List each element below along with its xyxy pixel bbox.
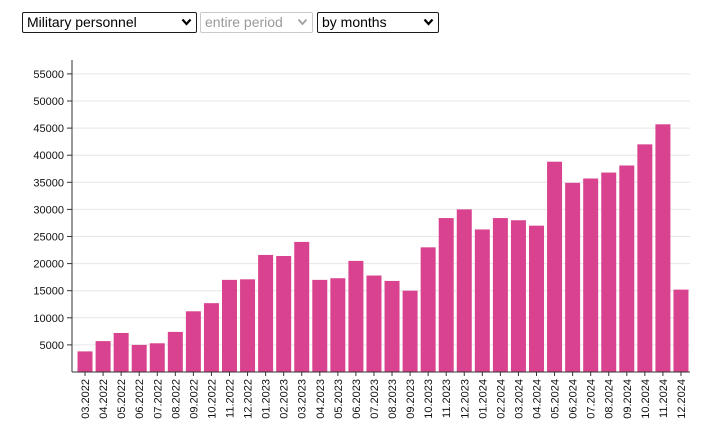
x-tick-label: 05.2024 xyxy=(550,379,562,419)
bar-10.2024[interactable] xyxy=(637,144,653,372)
y-tick-label: 55000 xyxy=(33,69,64,81)
chevron-down-icon xyxy=(297,18,308,26)
y-tick-label: 30000 xyxy=(33,204,64,216)
bar-07.2023[interactable] xyxy=(366,275,382,372)
y-tick-label: 35000 xyxy=(33,177,64,189)
bar-07.2022[interactable] xyxy=(149,343,165,372)
y-tick-label: 25000 xyxy=(33,232,64,244)
x-tick-label: 09.2024 xyxy=(622,379,634,419)
y-tick-label: 10000 xyxy=(33,313,64,325)
bar-04.2024[interactable] xyxy=(529,225,544,372)
x-tick-label: 10.2022 xyxy=(206,379,218,419)
bar-02.2024[interactable] xyxy=(492,218,508,372)
bar-08.2022[interactable] xyxy=(167,331,183,372)
grouping-select-value: by months xyxy=(322,14,387,30)
x-tick-label: 06.2022 xyxy=(134,379,146,419)
x-tick-label: 06.2024 xyxy=(568,379,580,419)
x-tick-label: 03.2024 xyxy=(513,379,525,419)
x-tick-label: 05.2022 xyxy=(116,379,128,419)
x-tick-label: 11.2022 xyxy=(225,379,237,418)
x-tick-label: 07.2023 xyxy=(369,379,381,419)
y-tick-label: 15000 xyxy=(33,286,64,298)
x-tick-label: 07.2022 xyxy=(152,379,164,419)
bar-11.2022[interactable] xyxy=(222,279,237,372)
bar-12.2024[interactable] xyxy=(673,289,689,372)
bar-06.2024[interactable] xyxy=(565,182,581,372)
bar-10.2023[interactable] xyxy=(420,247,436,372)
x-tick-label: 12.2023 xyxy=(459,379,471,419)
x-tick-label: 10.2023 xyxy=(423,379,435,419)
x-tick-label: 07.2024 xyxy=(586,379,598,419)
bar-05.2022[interactable] xyxy=(113,332,129,372)
bar-08.2023[interactable] xyxy=(384,280,400,372)
x-tick-label: 09.2022 xyxy=(188,379,200,419)
x-tick-label: 10.2024 xyxy=(640,379,652,419)
bar-05.2023[interactable] xyxy=(330,278,346,372)
bar-01.2023[interactable] xyxy=(258,254,274,372)
bar-06.2023[interactable] xyxy=(348,260,364,372)
y-tick-label: 50000 xyxy=(33,96,64,108)
x-tick-label: 05.2023 xyxy=(333,379,345,419)
x-tick-label: 01.2023 xyxy=(261,379,273,419)
x-tick-label: 01.2024 xyxy=(477,379,489,419)
axes: 5000 10000 15000 20000 25000 30000 35000 40000 4… xyxy=(33,60,690,419)
bar-12.2022[interactable] xyxy=(240,279,256,372)
bar-09.2022[interactable] xyxy=(185,311,201,372)
y-tick-label: 5000 xyxy=(40,340,64,352)
bar-09.2023[interactable] xyxy=(402,290,418,372)
x-tick-label: 12.2024 xyxy=(676,379,688,419)
bar-11.2024[interactable] xyxy=(655,124,671,372)
y-tick-label: 40000 xyxy=(33,150,64,162)
bar-01.2024[interactable] xyxy=(474,229,490,372)
period-select-value: entire period xyxy=(205,14,283,30)
x-tick-label: 09.2023 xyxy=(405,379,417,419)
bar-10.2022[interactable] xyxy=(203,303,219,372)
bar-03.2024[interactable] xyxy=(510,220,526,372)
x-tick-label: 11.2024 xyxy=(658,379,670,418)
chevron-down-icon xyxy=(423,18,434,26)
x-tick-label: 08.2024 xyxy=(604,379,616,419)
bar-09.2024[interactable] xyxy=(619,165,635,372)
bar-04.2023[interactable] xyxy=(312,279,328,372)
bar-05.2024[interactable] xyxy=(547,161,563,372)
x-tick-label: 02.2023 xyxy=(279,379,291,419)
metric-select-value: Military personnel xyxy=(27,14,137,30)
bar-12.2023[interactable] xyxy=(456,209,472,372)
bar-08.2024[interactable] xyxy=(601,172,617,372)
x-tick-label: 04.2024 xyxy=(532,379,544,419)
x-tick-label: 03.2022 xyxy=(80,379,92,419)
bar-04.2022[interactable] xyxy=(95,341,111,372)
x-tick-label: 06.2023 xyxy=(351,379,363,419)
x-tick-label: 08.2023 xyxy=(387,379,399,419)
metric-select[interactable]: Military personnel xyxy=(22,12,197,33)
x-tick-label: 02.2024 xyxy=(495,379,507,419)
x-tick-label: 03.2023 xyxy=(297,379,309,419)
y-tick-label: 20000 xyxy=(33,259,64,271)
bar-03.2023[interactable] xyxy=(294,241,310,372)
x-tick-label: 08.2022 xyxy=(170,379,182,419)
x-tick-label: 12.2022 xyxy=(243,379,255,419)
bar-11.2023[interactable] xyxy=(438,218,454,372)
bars xyxy=(77,124,689,372)
grouping-select[interactable]: by months xyxy=(317,12,439,33)
bar-02.2023[interactable] xyxy=(276,256,292,372)
y-tick-label: 45000 xyxy=(33,123,64,135)
bar-03.2022[interactable] xyxy=(77,351,93,372)
bar-06.2022[interactable] xyxy=(131,344,147,372)
period-select[interactable]: entire period xyxy=(200,12,313,33)
chevron-down-icon xyxy=(181,18,192,26)
x-tick-label: 11.2023 xyxy=(441,379,453,418)
bar-07.2024[interactable] xyxy=(583,178,599,372)
x-tick-label: 04.2022 xyxy=(98,379,110,419)
x-tick-label: 04.2023 xyxy=(315,379,327,419)
